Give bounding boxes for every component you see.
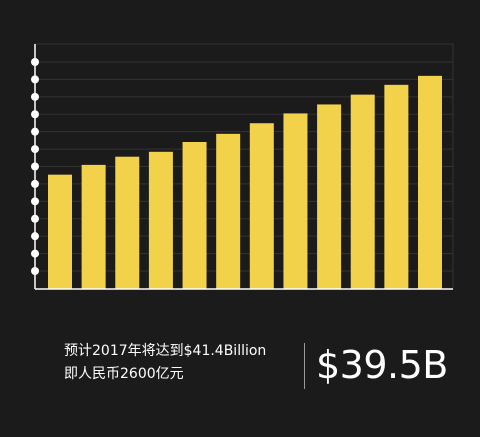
headline-value: $39.5B [316,343,448,387]
bar [48,174,72,289]
axis-marker [31,179,39,188]
bar [384,84,409,289]
bar [317,104,342,289]
axis-marker [31,92,39,101]
bar [283,113,308,290]
bar-chart [31,43,454,290]
bar [350,94,375,289]
bar [115,156,140,289]
bar [81,164,106,289]
bar [182,142,207,289]
axis-marker [31,58,39,66]
axis-marker [31,145,39,154]
bar [216,133,241,289]
axis-marker [31,267,39,275]
axis-marker [31,197,39,206]
bar [249,123,274,289]
axis-marker [31,249,39,258]
caption-line-1: 预计2017年将达到$41.4Billion [64,343,267,359]
bar [148,151,173,289]
axis-marker [31,110,39,119]
axis-marker [31,162,39,171]
caption-line-2: 即人民币2600亿元 [64,366,184,382]
axis-marker [31,214,39,223]
divider [304,343,305,389]
chart-caption: 预计2017年将达到$41.4Billion 即人民币2600亿元 [64,340,296,386]
axis-marker [31,232,39,241]
axis-marker [31,127,39,136]
bar [418,75,442,289]
axis-marker [31,75,39,84]
